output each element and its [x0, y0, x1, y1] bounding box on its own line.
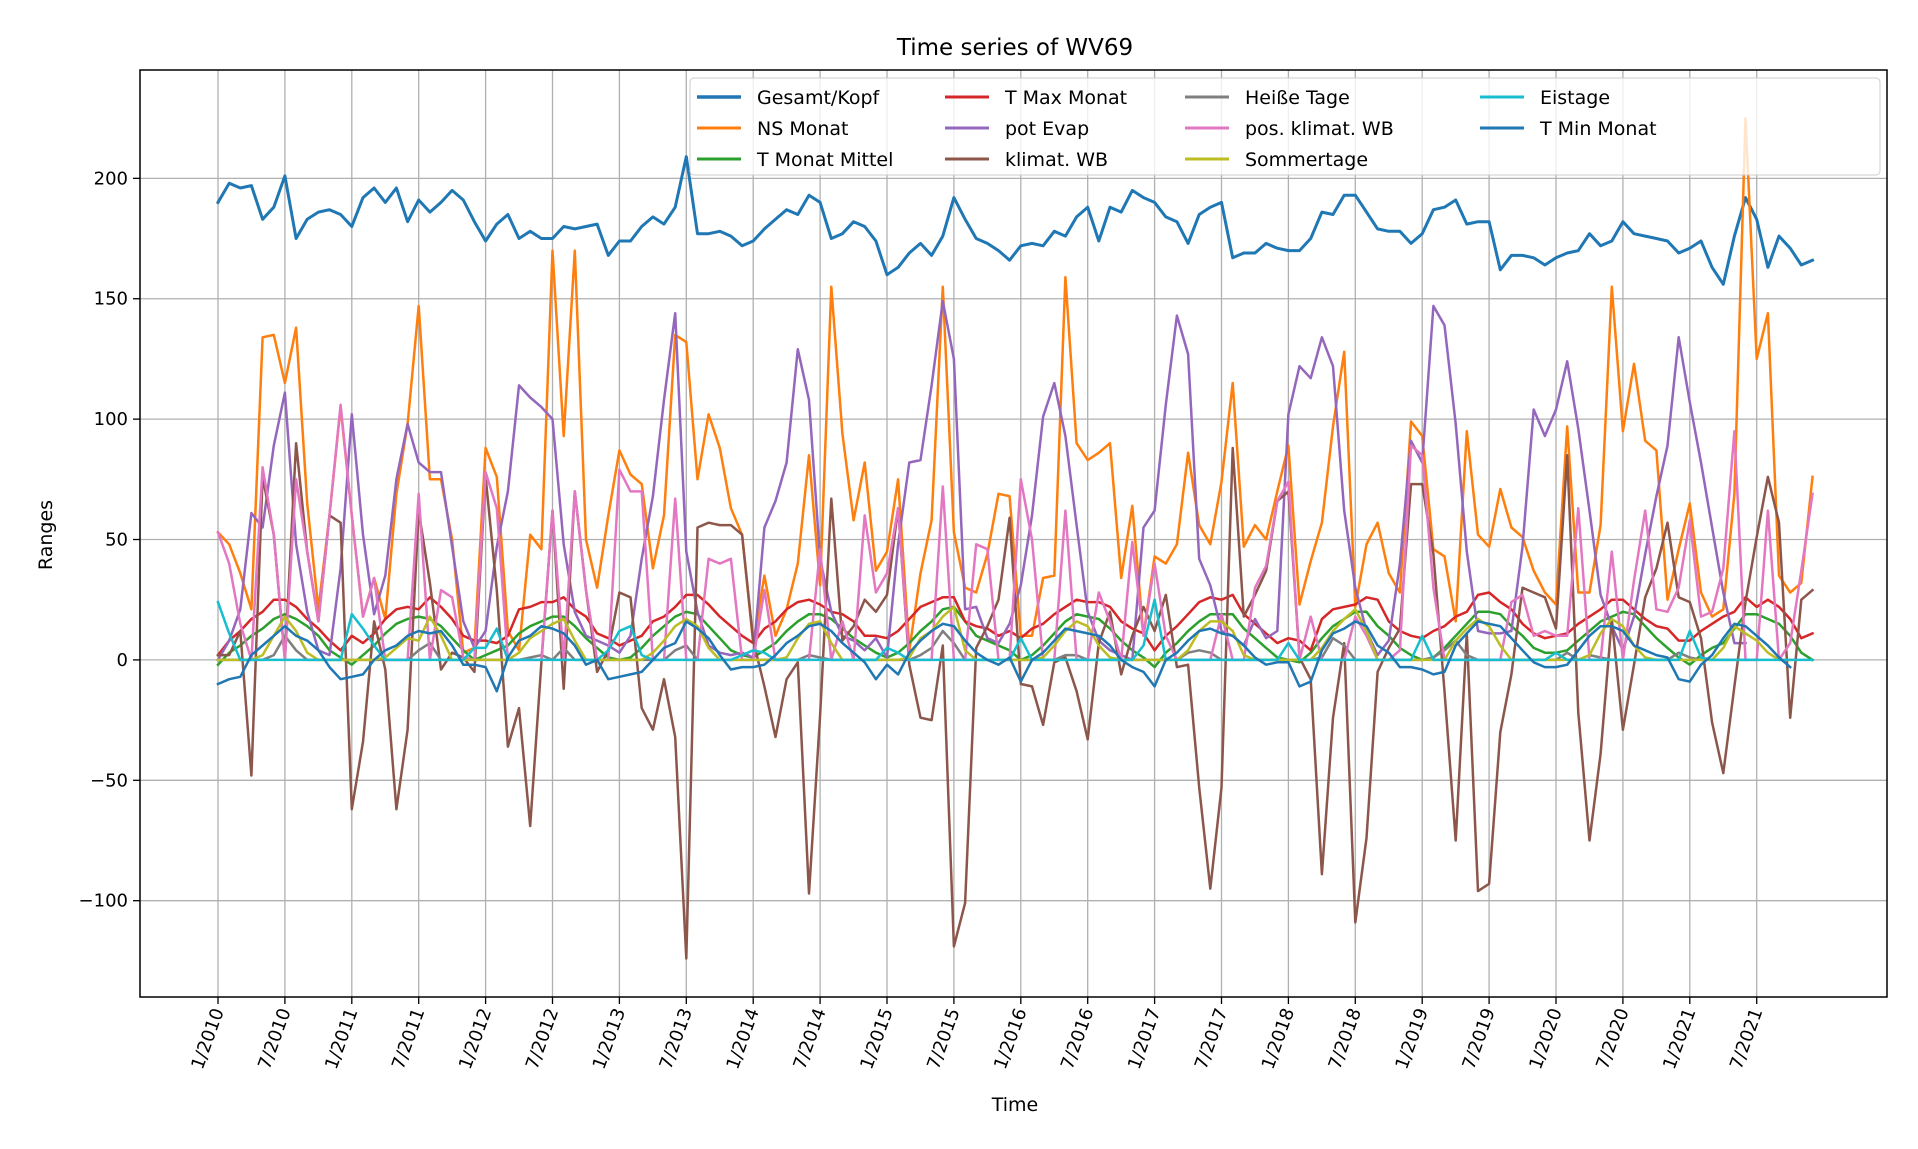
series-line-pot-evap — [216, 299, 1747, 662]
series-lines — [215, 116, 1815, 960]
legend-label-pot-evap: pot Evap — [1005, 118, 1089, 140]
series-line-gesamt-kopf — [215, 155, 1815, 286]
legend-label-klimat-wb: klimat. WB — [1005, 149, 1108, 171]
series-line-t-max-monat — [216, 591, 1815, 657]
plot-area-frame — [139, 69, 1888, 998]
legend-label-t-monat-mittel: T Monat Mittel — [756, 149, 893, 171]
series-line-t-monat-mittel — [216, 605, 1815, 669]
y-tick-label: −100 — [79, 891, 128, 912]
legend-label-gesamt-kopf: Gesamt/Kopf — [757, 87, 881, 109]
legend-label-sommertage: Sommertage — [1245, 149, 1368, 171]
legend-label-ns-monat: NS Monat — [757, 118, 848, 140]
legend-box — [689, 77, 1881, 176]
legend-label-t-min-monat: T Min Monat — [1539, 118, 1657, 140]
legend: Gesamt/Kopf NS Monat T Monat Mittel T Max M… — [689, 77, 1881, 176]
legend-label-pos-klimat-wb: pos. klimat. WB — [1245, 118, 1394, 140]
chart-title: Time series of WV69 — [896, 35, 1133, 61]
y-tick-label: −50 — [90, 770, 128, 791]
series-line-eistage — [216, 598, 1814, 662]
y-tick-label: 100 — [94, 409, 128, 430]
legend-label-hei-e-tage: Heiße Tage — [1245, 87, 1350, 109]
legend-label-eistage: Eistage — [1540, 87, 1610, 109]
series-line-pos-klimat-wb — [216, 403, 1814, 662]
y-tick-label: 50 — [105, 530, 128, 551]
y-tick-label: 200 — [94, 168, 128, 189]
x-axis-label: Time — [991, 1094, 1039, 1116]
y-tick-label: 0 — [117, 650, 128, 671]
y-axis-label: Ranges — [35, 500, 57, 570]
legend-label-t-max-monat: T Max Monat — [1004, 87, 1127, 109]
y-tick-label: 150 — [94, 289, 128, 310]
series-line-t-min-monat — [216, 620, 1792, 693]
